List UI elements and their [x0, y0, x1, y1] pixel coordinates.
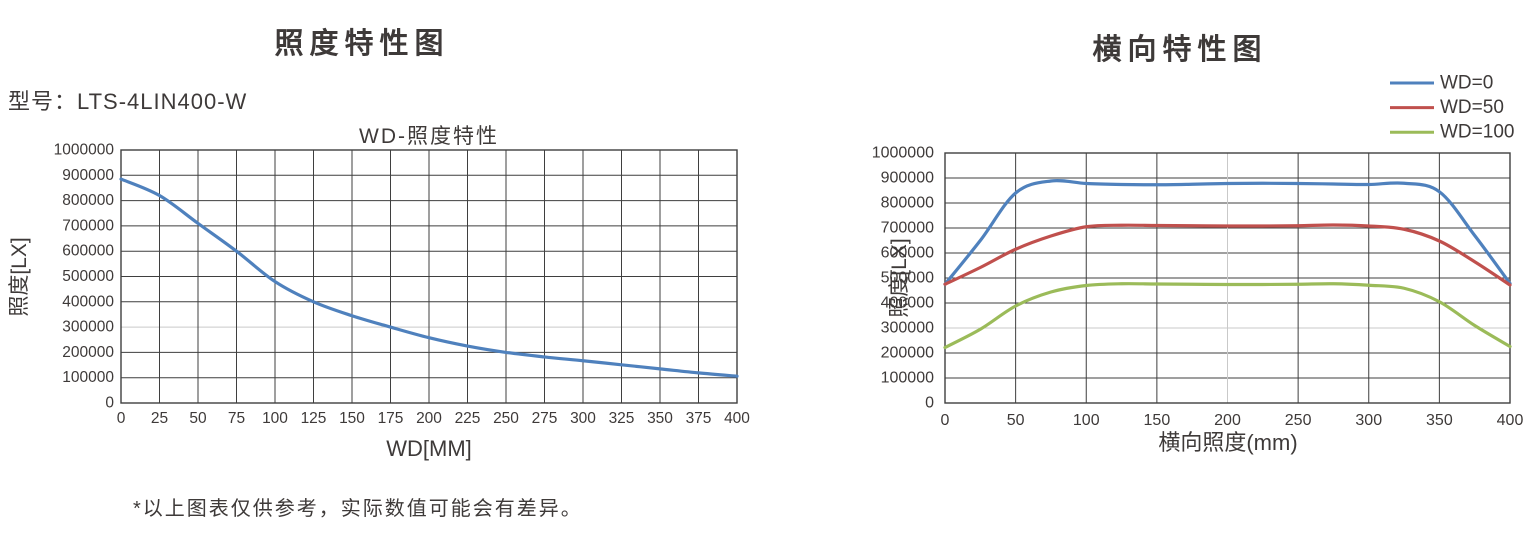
x-tick-label: 250 — [1285, 412, 1312, 429]
x-tick-label: 400 — [724, 410, 750, 427]
y-tick-label: 300000 — [62, 319, 114, 336]
chart-subtitle: WD-照度特性 — [359, 125, 499, 148]
x-tick-label: 150 — [1144, 412, 1171, 429]
series-line-wd-0 — [943, 179, 1512, 286]
x-tick-label: 100 — [262, 410, 288, 427]
x-tick-label: 0 — [117, 410, 126, 427]
y-tick-label: 200000 — [62, 344, 114, 361]
x-tick-label: 300 — [1355, 412, 1382, 429]
y-tick-label: 1000000 — [54, 142, 115, 159]
lateral-characteristic-chart: 0 100000 200000 300000 400000 500000 600000 700… — [872, 73, 1524, 456]
wd-illuminance-chart: 0 100000 200000 300000 400000 500000 600000 700… — [8, 125, 751, 461]
x-tick-label: 125 — [301, 410, 327, 427]
grid-lines — [120, 149, 738, 404]
legend-item-wd-0: WD=0 — [1390, 73, 1493, 94]
x-tick-label: 225 — [455, 410, 481, 427]
x-tick-label: 325 — [609, 410, 635, 427]
lateral-chart-title: 横向特性图 — [1092, 34, 1268, 66]
legend-item-wd-50: WD=50 — [1390, 97, 1504, 118]
x-axis-tick-labels: 0 25 50 75 100 125 150 175 200 225 250 275 300 325 350… — [117, 410, 751, 427]
y-tick-label: 500000 — [881, 270, 934, 287]
y-tick-label: 0 — [105, 395, 114, 412]
legend-label: WD=0 — [1440, 73, 1493, 94]
y-tick-label: 100000 — [62, 369, 114, 386]
y-tick-label: 700000 — [881, 220, 934, 237]
y-axis-title: 照度[LX] — [888, 238, 911, 317]
x-tick-label: 25 — [151, 410, 168, 427]
x-tick-label: 350 — [1426, 412, 1453, 429]
y-tick-label: 900000 — [62, 167, 114, 184]
x-tick-label: 75 — [228, 410, 245, 427]
y-tick-label: 0 — [925, 395, 934, 412]
y-tick-label: 400000 — [881, 295, 934, 312]
plot-border — [944, 152, 1511, 404]
y-tick-label: 300000 — [881, 320, 934, 337]
y-tick-label: 600000 — [881, 245, 934, 262]
x-tick-label: 200 — [416, 410, 442, 427]
x-tick-label: 100 — [1073, 412, 1100, 429]
y-tick-label: 500000 — [62, 268, 114, 285]
series-line-- — [119, 177, 739, 378]
x-tick-label: 150 — [339, 410, 365, 427]
y-tick-label: 200000 — [881, 345, 934, 362]
series-line-wd-100 — [943, 282, 1512, 350]
x-axis-title: WD[MM] — [386, 436, 472, 461]
plot-border — [120, 149, 738, 404]
y-tick-label: 700000 — [62, 217, 114, 234]
legend-label: WD=100 — [1440, 122, 1514, 143]
chart-legend: WD=0 WD=50 WD=100 — [1390, 73, 1514, 143]
illuminance-chart-title: 照度特性图 — [274, 28, 450, 60]
y-tick-label: 400000 — [62, 293, 114, 310]
series-line-wd-50 — [943, 223, 1512, 287]
x-axis-title: 横向照度(mm) — [1158, 430, 1297, 455]
y-tick-label: 800000 — [62, 192, 114, 209]
x-tick-label: 200 — [1214, 412, 1241, 429]
y-tick-label: 1000000 — [872, 145, 934, 162]
legend-item-wd-100: WD=100 — [1390, 122, 1514, 143]
y-tick-label: 800000 — [881, 195, 934, 212]
x-tick-label: 375 — [686, 410, 712, 427]
y-axis-title: 照度[LX] — [8, 237, 31, 316]
x-tick-label: 50 — [1007, 412, 1025, 429]
y-axis-tick-labels: 0 100000 200000 300000 400000 500000 600000 700… — [54, 142, 115, 412]
y-tick-label: 900000 — [881, 170, 934, 187]
x-tick-label: 0 — [941, 412, 950, 429]
x-tick-label: 175 — [378, 410, 404, 427]
x-tick-label: 300 — [570, 410, 596, 427]
x-axis-tick-labels: 0 50 100 150 200 250 300 350 400 — [941, 412, 1524, 429]
x-tick-label: 50 — [189, 410, 207, 427]
x-tick-label: 400 — [1497, 412, 1524, 429]
grid-lines — [944, 152, 1511, 404]
legend-label: WD=50 — [1440, 97, 1504, 118]
y-tick-label: 100000 — [881, 370, 934, 387]
disclaimer-note: *以上图表仅供参考，实际数值可能会有差异。 — [133, 498, 583, 520]
x-tick-label: 275 — [532, 410, 558, 427]
x-tick-label: 250 — [493, 410, 519, 427]
y-axis-tick-labels: 0 100000 200000 300000 400000 500000 600000 700… — [872, 145, 934, 412]
model-number-label: 型号：LTS-4LIN400-W — [8, 89, 248, 114]
y-tick-label: 600000 — [62, 243, 114, 260]
x-tick-label: 350 — [647, 410, 673, 427]
